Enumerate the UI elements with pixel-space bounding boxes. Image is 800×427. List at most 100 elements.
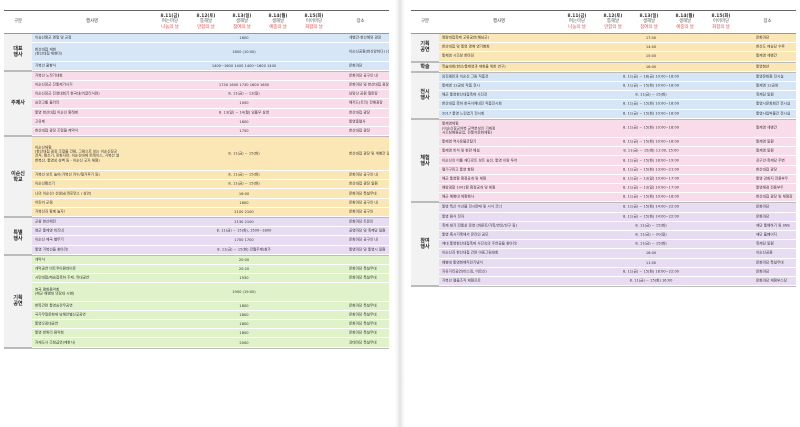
table-row: 개막공연 비트쿠이원데이온 20:20 문화마당 특설무대: [32, 264, 389, 275]
day-tag: 만함의 날: [197, 24, 215, 30]
table-row: 이순신체험 (한산대첩 광장 조형물 관람, 그림으로 보는 이순신장군 전적,…: [32, 137, 389, 172]
event-time: 1400~1600 1400 1400~1600 1400: [211, 63, 277, 68]
table-row: 이순신과 한산대첩 관련 아동그림대회 16:00 이순신공원: [439, 249, 796, 259]
table-row: 통제영 12공방 작품 전시 8. 11(금) ~ 15(화) 10:00~18:…: [439, 81, 796, 92]
event-name: 이순신장군 진영대회기 한국대(어글리식련): [35, 91, 100, 96]
event-time: 8. 11(금) ~ 15(화) 10:00~18:00: [622, 83, 680, 88]
table-row: 어린이 군점 1600 문화마당 공구인 내: [32, 198, 389, 208]
event-place: 강태마당 특설무대: [349, 340, 377, 345]
event-place: 문화마당 특설무대: [349, 321, 377, 326]
event-time: 8. 11(금) ~ 15(화): [635, 92, 667, 97]
book-spine: [395, 0, 405, 427]
event-place: 통영청년: [756, 64, 770, 69]
table-row: 해군 통영함 함정공개 및 체험 8. 11(금) ~ 13(일) 10:00~1…: [439, 174, 796, 185]
event-place: 문화마당 특설무대: [756, 260, 784, 265]
event-name: 나의 이순신! 선생님(퍼포먼스 / 상언): [35, 191, 92, 196]
header-day-3: 8.13(일) 생해날 참여의 날: [224, 11, 260, 33]
day-date: 8.11(금): [567, 13, 587, 19]
event-place: 이순신공원: [756, 250, 773, 255]
event-name: 통제영 시조창 한마당: [442, 53, 475, 58]
day-date: 8.15(화): [711, 13, 731, 19]
table-row: 통영 특산 수산물 전시판매 및 시식 코너 8. 11(금) ~ 15(화) 1…: [439, 203, 796, 213]
event-time: 20:20: [238, 267, 250, 272]
event-name: 학술대회(한산/통제영과 재현을 위한 연구): [442, 64, 506, 69]
table-row: 거북선과 함께 놀자! 2100 2100 문화마당 공구인: [32, 207, 389, 218]
table-row: 이순신장군 진통제가사거 1730 1600 1730 1600 1600 문화마당…: [32, 80, 389, 91]
day-tag: 나눔의 날: [161, 24, 179, 30]
day-sub: 통해날: [199, 19, 213, 25]
event-place: 문화마당 공구인 내: [349, 73, 378, 78]
event-name: 거북선 보트 놀이(거북선 카누/철거루기 등): [35, 172, 100, 177]
event-place: 한산대첩 광장: [349, 110, 370, 115]
event-place: 통제영 12공방: [756, 83, 779, 88]
event-name: 자재도사 조청곱연(제한사): [35, 340, 76, 345]
event-name: 영군 통제영 비즈네: [35, 228, 64, 233]
event-place: 강구안·죽제당 주변: [756, 158, 785, 163]
event-time: 1800: [239, 313, 249, 317]
event-time: 1700 1700: [234, 238, 254, 243]
category-label: 특별 행사: [4, 218, 32, 255]
event-name: 펼기구피고 통영 항탐: [442, 167, 475, 172]
event-time: 8. 11(금) ~ 15(화), 1500~1800: [216, 228, 272, 233]
event-time: 8. 13(일) ~ 14(월) 임플우 상영: [218, 110, 270, 115]
event-place: 문화마당: [756, 35, 770, 40]
event-name: 통제영 12공방 작품 전시: [442, 83, 480, 88]
event-time: 1800 (10:00): [232, 49, 256, 54]
event-time: 8. 11(금) ~ 13(일): [228, 91, 260, 96]
event-name: 고유제: [35, 119, 45, 124]
category-block: 대표 행사 이승산왕군 명형 및 군정 1600 세병관-한산해외 광장 한산대첩 재현…: [4, 34, 389, 72]
event-name: 한산대첩 재현 (한산대첩 재현미): [35, 47, 63, 56]
event-place: 문화마당 특설무대: [349, 191, 377, 196]
event-place: 문화마당 공구인: [349, 209, 374, 214]
event-time: 8. 11(금) ~ 15(화) 13:00~21:00: [622, 167, 680, 172]
event-time: 8. 11(금) ~ 15(화) 14:00~22:00: [622, 214, 680, 219]
event-name: 국가무형문화재 남해안별신굿공연: [35, 312, 86, 317]
table-row: 거북선 보트 놀이(거북선 카누/철거루기 등) 8. 11(금) ~ 15(화)…: [32, 171, 389, 181]
event-place: 통영문화원 전시실: [756, 74, 784, 79]
left-page: 구분 행사명 8.11(금) 여는마당 나눔의 날 8.12(토) 통해날 만함…: [4, 10, 389, 424]
day-sub: 생해날: [678, 19, 692, 25]
event-name: 명량대첩축제 교류공연(해남군): [442, 35, 489, 40]
event-place: 공영마당 및 죽제당 일원: [349, 228, 386, 233]
day-tag: 참여의 날: [233, 24, 251, 30]
table-row: 통영 거북선을 찾아라! 8. 11(금) ~ 15(화) 전월주제/참가 통영마당…: [32, 245, 389, 255]
event-time: 8. 11(금) ~ 15(화) 14:00~22:00: [622, 204, 680, 209]
event-time: 8. 11(금) ~ 15(화): [228, 151, 260, 156]
table-row: 통제영 역사문물관찰기 8. 11(금) ~ 15(화) 10:00~18:00 통…: [439, 138, 796, 148]
event-place: 통제영 세병관: [756, 125, 777, 130]
table-row: 한산대첩 축하 한국서예대전 작품전시회 8. 11(금) ~ 15(화) 10:…: [439, 100, 796, 110]
event-time: 16:00: [238, 191, 250, 196]
day-sub: 통해날: [606, 19, 620, 25]
event-time: 11:00: [645, 260, 657, 265]
table-row: 통제영체험 (이순신장군야복 군역본보인 기제정 시조창해원공업, 전통차문화체…: [439, 119, 796, 139]
category-label: 이순신 학교: [4, 137, 32, 218]
table-row: 2017 통영 느린엽기 전시회 8. 11(금) ~ 15(화) 10:00~1…: [439, 109, 796, 119]
event-time: 8. 11(금) ~ 15(화) 10:00~18:00: [622, 111, 680, 116]
event-name: 이승산왕군 명형 및 군정: [35, 35, 72, 40]
table-row: 축제 참가 전통상 운영 (바른트/가족/연인/친구 등) 8. 11(금) ~ …: [439, 221, 796, 231]
category-block: 주제사 거북선 노젓기대회 문화마당 공구인 내 이순신장군 진통제가사거 1730 1…: [4, 71, 389, 138]
event-place: 문화마당 특설무대: [349, 275, 377, 280]
event-place: 한산대첩 광장 일원: [349, 181, 378, 186]
table-row: 임진왜란과 이순신 그림 작품전 8. 11(금) ~ 18(금) 10:00~1…: [439, 72, 796, 82]
table-row: 통영 음식 전자 8. 11(금) ~ 15(화) 14:00~22:00 문화마당: [439, 212, 796, 222]
event-name: 거북선 노젓기대회: [35, 73, 63, 78]
table-row: 이순신의 어톨 재다로트 보트 승선, 통영 이랑 투어 8. 11(금) ~ 1…: [439, 156, 796, 166]
right-schedule-table: 기획 공연 명량대첩축제 교류공연(해남군) 17:00 문화마당 한산대첩 및 통영 …: [411, 34, 796, 288]
table-row: 시민대합/제승첩축하 주제. 뮤대공연 1930 문화마당 특설무대: [32, 274, 389, 284]
table-row: 국가무형문화재 남해안별신굿공연 1800 문화마당 특설무대: [32, 310, 389, 321]
header-event: 행사명: [85, 19, 99, 25]
event-place: 문화마당: [756, 269, 770, 274]
event-name: 한목관련 통영승전무공연: [35, 303, 73, 308]
event-time: 8. 11(금) ~ 15(화): [635, 223, 667, 228]
table-row: 제대 통영한산대첩축제 사진속의 주연공을 찾아라! 8. 11(금) ~ 15(…: [439, 240, 796, 250]
event-time: 8. 11(금) ~ 15(화) 10:00~18:00: [622, 101, 680, 106]
event-place: 통영 강화지 전용부두: [756, 176, 789, 181]
category-label: 전시 행사: [411, 72, 439, 119]
category-label: 기획 공연: [411, 34, 439, 62]
event-place: 문화마당 공구인 내: [349, 237, 378, 242]
table-row: 명량대첩축제 교류공연(해남군) 17:00 문화마당: [439, 34, 796, 44]
table-row: 영군 통제영 비즈네 8. 11(금) ~ 15(화), 1500~1800 공영마…: [32, 227, 389, 237]
header-gubun: 구분: [420, 19, 430, 25]
event-name: 한산대첩 광장 조형물 제막식: [35, 128, 79, 133]
